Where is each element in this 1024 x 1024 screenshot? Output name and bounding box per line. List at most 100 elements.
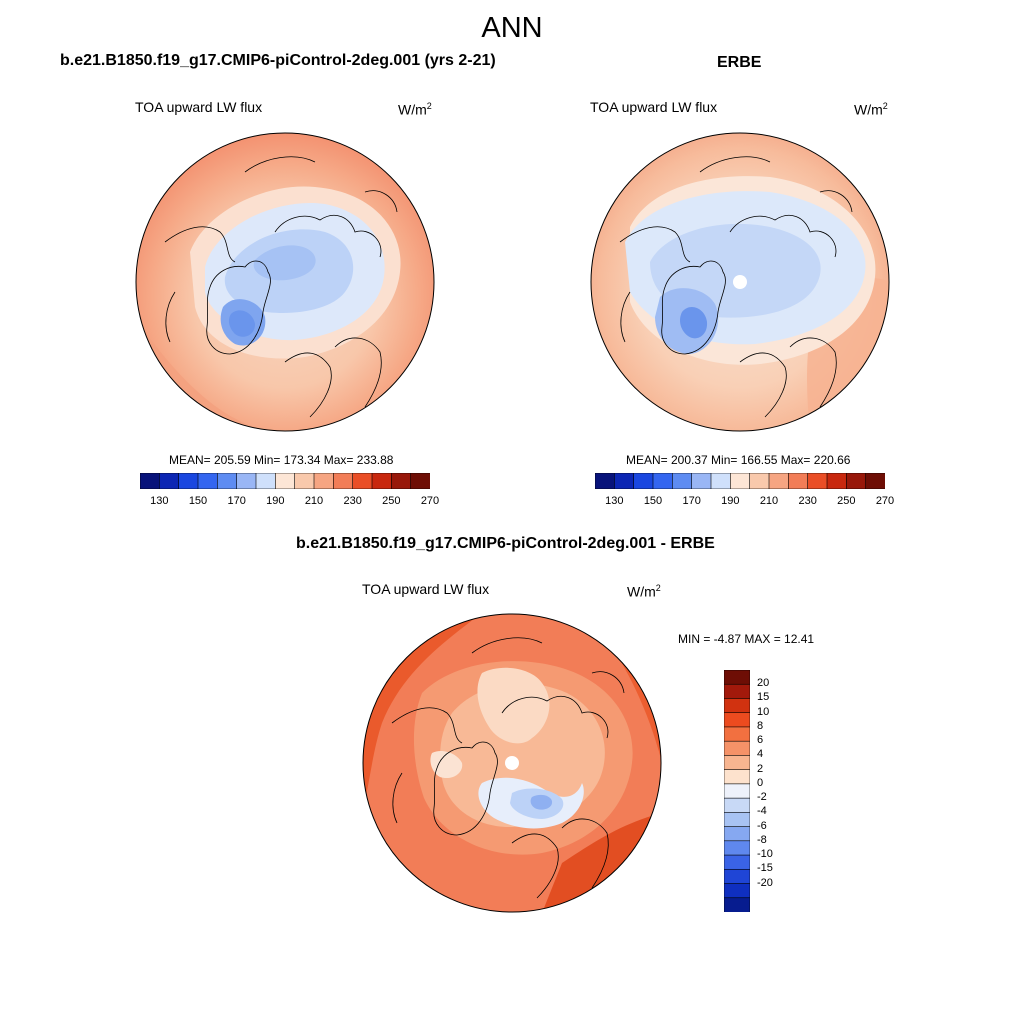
model-colorbar-box	[236, 473, 257, 489]
model-panel-title: b.e21.B1850.f19_g17.CMIP6-piControl-2deg…	[60, 52, 496, 69]
diff-units-label: W/m2	[627, 583, 661, 600]
obs-colorbar-tick-label: 150	[643, 495, 663, 507]
diff-colorbar-tick-label: 20	[757, 677, 770, 690]
diff-colorbar-tick-label: 0	[757, 776, 764, 789]
model-colorbar-box	[159, 473, 180, 489]
obs-colorbar-box	[846, 473, 867, 489]
diff-colorbar-tick-label: 15	[757, 691, 770, 704]
diff-colorbar-tick-label: -20	[757, 876, 773, 889]
model-coastlines	[164, 156, 398, 418]
obs-colorbar-box	[826, 473, 847, 489]
model-units-label: W/m2	[398, 101, 432, 118]
diff-colorbar-tick-label: 4	[757, 748, 764, 761]
model-colorbar-tick-label: 250	[382, 495, 401, 507]
obs-colorbar-box	[749, 473, 770, 489]
diff-minmax: MIN = -4.87 MAX = 12.41	[678, 632, 815, 646]
obs-colorbar-box	[633, 473, 654, 489]
model-colorbar-box	[371, 473, 392, 489]
obs-colorbar-box	[865, 473, 885, 489]
obs-colorbar-box	[807, 473, 828, 489]
obs-variable-label: TOA upward LW flux	[590, 99, 718, 115]
diff-polar-map	[362, 613, 662, 913]
obs-colorbar-box	[710, 473, 731, 489]
model-colorbar-box	[294, 473, 315, 489]
diff-colorbar-box	[724, 868, 750, 885]
model-colorbar-tick-label: 210	[304, 495, 324, 507]
model-colorbar	[140, 473, 430, 489]
diff-colorbar-tick-label: 6	[757, 734, 764, 747]
obs-units-label: W/m2	[854, 101, 888, 118]
diff-colorbar-box	[724, 698, 750, 714]
obs-colorbar-tick-label: 250	[837, 495, 856, 507]
obs-polar-map	[590, 132, 890, 432]
diff-colorbar-tick-label: 8	[757, 719, 764, 732]
obs-colorbar-tick-label: 230	[798, 495, 817, 507]
model-colorbar-tick-label: 270	[420, 495, 440, 507]
model-colorbar-box	[352, 473, 373, 489]
model-stats: MEAN= 205.59 Min= 173.34 Max= 233.88	[169, 453, 394, 467]
diff-colorbar-box	[724, 897, 750, 912]
model-colorbar-box	[255, 473, 276, 489]
model-colorbar-tick-label: 150	[188, 495, 208, 507]
obs-colorbar-box	[730, 473, 751, 489]
diff-colorbar-box	[724, 840, 750, 856]
diff-colorbar-box	[724, 783, 750, 799]
obs-colorbar	[595, 473, 885, 489]
model-polar-map	[135, 132, 435, 432]
diff-colorbar-box	[724, 812, 750, 828]
obs-colorbar-box	[595, 473, 615, 489]
diff-colorbar-box	[724, 683, 750, 700]
model-colorbar-box	[217, 473, 238, 489]
diff-colorbar-box	[724, 826, 750, 842]
diff-colorbar-box	[724, 726, 750, 742]
model-colorbar-box	[410, 473, 430, 489]
diff-colorbar-tick-label: 2	[757, 762, 764, 775]
diff-map-border	[362, 613, 662, 913]
model-colorbar-box	[333, 473, 354, 489]
obs-colorbar-tick-label: 270	[875, 495, 895, 507]
obs-colorbar-tick-label: 210	[759, 495, 779, 507]
model-map-border	[135, 132, 435, 432]
model-colorbar-tick-label: 190	[266, 495, 285, 507]
diff-colorbar-tick-label: 10	[757, 705, 770, 718]
diff-colorbar	[724, 670, 750, 912]
diff-pole-hole	[505, 756, 519, 770]
model-variable-label: TOA upward LW flux	[135, 99, 263, 115]
model-colorbar-box	[313, 473, 334, 489]
diff-colorbar-box	[724, 740, 750, 757]
model-colorbar-tick-label: 170	[227, 495, 246, 507]
obs-colorbar-box	[691, 473, 712, 489]
model-colorbar-box	[197, 473, 218, 489]
obs-colorbar-tick-label: 170	[682, 495, 701, 507]
obs-pole-hole	[733, 275, 747, 289]
obs-stats: MEAN= 200.37 Min= 166.55 Max= 220.66	[626, 453, 851, 467]
obs-colorbar-tick-label: 130	[605, 495, 624, 507]
diff-colorbar-box	[724, 797, 750, 813]
diff-variable-label: TOA upward LW flux	[362, 581, 490, 597]
diff-colorbar-tick-label: -10	[757, 848, 773, 861]
model-colorbar-box	[140, 473, 160, 489]
obs-colorbar-box	[614, 473, 635, 489]
figure-title: ANN	[481, 12, 543, 44]
diff-colorbar-box	[724, 883, 750, 899]
diff-colorbar-tick-label: -8	[757, 833, 767, 846]
diff-colorbar-tick-label: -2	[757, 791, 767, 804]
diff-colorbar-box	[724, 854, 750, 870]
model-colorbar-box	[178, 473, 199, 489]
obs-colorbar-box	[768, 473, 789, 489]
model-colorbar-tick-label: 230	[343, 495, 362, 507]
diff-colorbar-box	[724, 712, 750, 728]
obs-panel-title: ERBE	[717, 54, 762, 71]
obs-coastlines	[619, 156, 853, 418]
obs-map-border	[590, 132, 890, 432]
diff-colorbar-box	[724, 755, 750, 771]
obs-colorbar-box	[672, 473, 693, 489]
diff-colorbar-box	[724, 769, 750, 785]
model-colorbar-box	[391, 473, 412, 489]
diff-colorbar-box	[724, 670, 750, 685]
obs-colorbar-box	[788, 473, 809, 489]
diff-colorbar-tick-label: -4	[757, 805, 767, 818]
diff-panel-title: b.e21.B1850.f19_g17.CMIP6-piControl-2deg…	[296, 535, 715, 552]
model-colorbar-box	[275, 473, 296, 489]
